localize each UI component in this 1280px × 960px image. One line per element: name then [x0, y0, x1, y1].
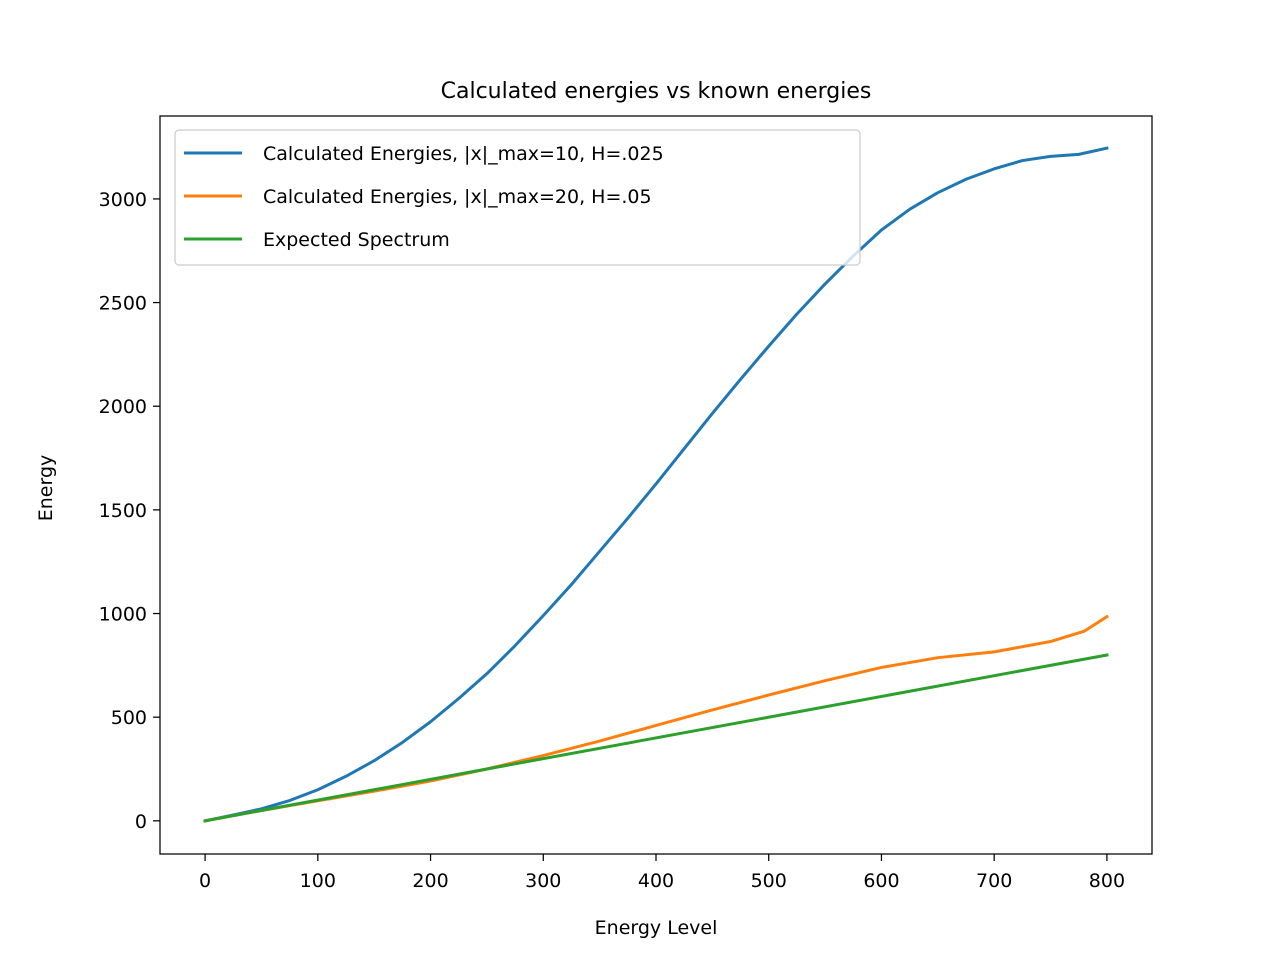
- y-tick-label: 2500: [99, 293, 147, 315]
- x-tick-label: 500: [751, 870, 787, 892]
- x-tick-label: 100: [300, 870, 336, 892]
- x-tick-label: 600: [863, 870, 899, 892]
- y-tick-label: 0: [135, 811, 147, 833]
- x-tick-label: 400: [638, 870, 674, 892]
- legend-label-2: Calculated Energies, |x|_max=20, H=.05: [263, 186, 652, 208]
- x-tick-label: 300: [525, 870, 561, 892]
- chart-title: Calculated energies vs known energies: [441, 79, 872, 104]
- x-tick-label: 0: [199, 870, 211, 892]
- x-tick-label: 200: [412, 870, 448, 892]
- x-axis-label: Energy Level: [595, 917, 718, 939]
- y-axis-label: Energy: [35, 455, 57, 522]
- y-tick-label: 3000: [99, 189, 147, 211]
- series-line-1: [203, 146, 1109, 823]
- legend-label-1: Calculated Energies, |x|_max=10, H=.025: [263, 143, 664, 165]
- series-line-3: [203, 653, 1109, 823]
- axis-ticks: 0 100 200 300 400 500 600 700 800 0 500 1000 1500 200…: [99, 189, 1125, 892]
- legend-label-3: Expected Spectrum: [263, 229, 450, 251]
- x-tick-label: 800: [1089, 870, 1125, 892]
- y-tick-label: 1500: [99, 500, 147, 522]
- plot-area: [203, 146, 1109, 823]
- legend: Calculated Energies, |x|_max=10, H=.025 C…: [174, 129, 861, 266]
- legend-box: [174, 129, 861, 266]
- y-tick-label: 500: [111, 707, 147, 729]
- x-tick-label: 700: [976, 870, 1012, 892]
- y-tick-label: 1000: [99, 604, 147, 626]
- y-tick-label: 2000: [99, 396, 147, 418]
